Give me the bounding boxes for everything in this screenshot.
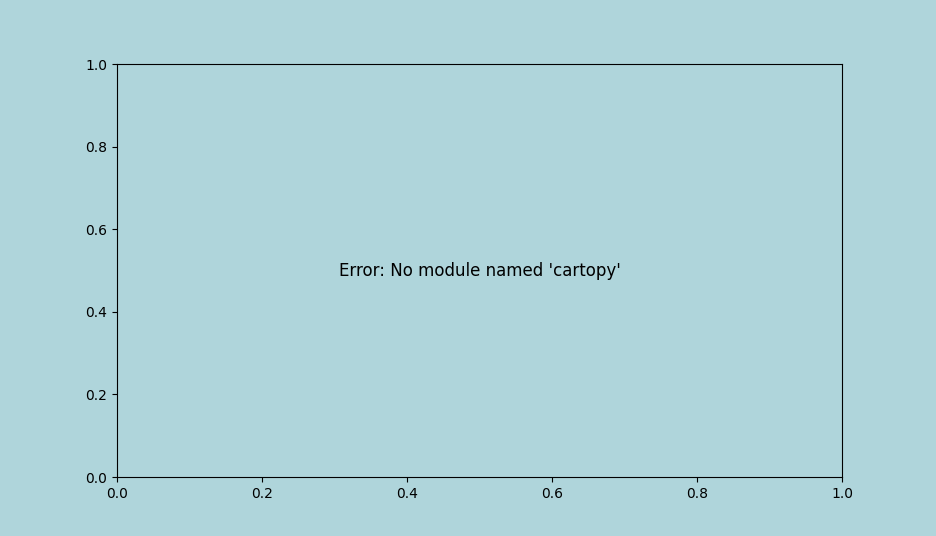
Text: Error: No module named 'cartopy': Error: No module named 'cartopy' [339,262,621,280]
